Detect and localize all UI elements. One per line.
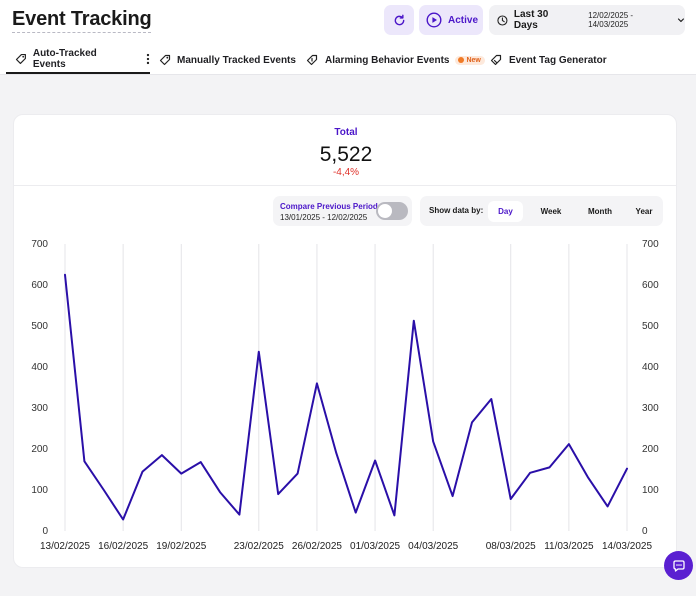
date-range-selector[interactable]: Last 30 Days 12/02/2025 - 14/03/2025 [489,5,685,35]
x-tick-label: 11/03/2025 [544,541,594,552]
tag-icon [15,53,26,65]
tab-alarming-behavior-events[interactable]: Alarming Behavior Events New [306,46,485,74]
y-tick-label-right: 400 [642,362,659,373]
more-vertical-icon[interactable] [146,53,150,65]
chat-support-button[interactable] [664,551,693,580]
x-tick-label: 23/02/2025 [234,541,284,552]
y-tick-label-right: 600 [642,280,659,291]
y-tick-label-left: 500 [31,321,48,332]
tab-label: Auto-Tracked Events [32,48,97,70]
date-range-dates: 12/02/2025 - 14/03/2025 [588,11,634,29]
tab-event-tag-generator[interactable]: Event Tag Generator [490,46,607,74]
show-data-by: Show data by: Day Week Month Year [420,196,663,226]
y-tick-label-left: 100 [31,485,48,496]
y-tick-label-right: 0 [642,526,648,537]
refresh-button[interactable] [384,5,414,35]
tab-label: Manually Tracked Events [177,54,296,66]
page-title: Event Tracking [12,8,152,33]
x-tick-label: 14/03/2025 [602,541,652,552]
tab-label: Alarming Behavior Events [325,54,450,66]
show-data-label: Show data by: [429,206,484,215]
header: Event Tracking Active Last 30 Days 12/02… [0,0,696,46]
y-tick-label-right: 100 [642,485,659,496]
series-line [64,273,628,521]
active-label: Active [448,14,479,26]
date-range-label: Last 30 Days [513,9,549,31]
divider [14,185,676,186]
x-tick-label: 19/02/2025 [156,541,206,552]
y-tick-label-left: 600 [31,280,48,291]
y-tick-label-right: 300 [642,403,659,414]
y-tick-label-left: 700 [31,239,48,250]
compare-dates: 13/01/2025 - 12/02/2025 [280,213,368,222]
y-tick-label-left: 0 [42,526,48,537]
x-tick-label: 26/02/2025 [292,541,342,552]
clock-icon [497,14,508,26]
tag-generator-icon [490,54,502,66]
badge-label: New [466,56,481,64]
y-tick-label-left: 400 [31,362,48,373]
total-label: Total [334,127,358,138]
y-tick-label-right: 200 [642,444,659,455]
x-tick-label: 01/03/2025 [350,541,400,552]
y-tick-label-left: 300 [31,403,48,414]
x-tick-label: 08/03/2025 [486,541,536,552]
y-tick-label-right: 500 [642,321,659,332]
active-toggle-button[interactable]: Active [419,5,483,35]
x-tick-label: 16/02/2025 [98,541,148,552]
compare-label: Compare Previous Period [280,202,378,211]
toggle-knob [378,204,392,218]
chat-icon [672,559,685,572]
tab-auto-tracked-events[interactable]: Auto-Tracked Events [6,46,150,74]
total-change: -4,4% [332,167,360,178]
x-tick-label: 13/02/2025 [40,541,90,552]
granularity-month-button[interactable]: Month [588,207,612,216]
x-tick-label: 04/03/2025 [408,541,458,552]
tab-bar: Auto-Tracked Events Manually Tracked Eve… [0,46,696,75]
events-chart-card: Total 5,522 -4,4% Compare Previous Perio… [13,114,677,568]
tag-alert-icon [306,54,318,66]
compare-previous-period: Compare Previous Period 13/01/2025 - 12/… [273,196,412,226]
granularity-week-button[interactable]: Week [540,207,562,216]
refresh-icon [394,14,404,25]
chevron-down-icon [677,18,685,23]
line-chart: 0 0 100 100 200 200 300 300 400 400 500 500 600 600 70… [31,239,659,552]
y-tick-label-right: 700 [642,239,659,250]
play-circle-icon [426,12,442,28]
new-badge: New [455,55,485,65]
compare-toggle[interactable] [376,202,408,220]
tag-icon [159,54,171,66]
granularity-day-button[interactable]: Day [488,201,523,222]
tab-label: Event Tag Generator [509,54,607,66]
granularity-year-button[interactable]: Year [635,207,653,216]
tab-manually-tracked-events[interactable]: Manually Tracked Events [159,46,296,74]
y-tick-label-left: 200 [31,444,48,455]
total-value: 5,522 [319,143,373,166]
badge-dot [458,57,465,63]
